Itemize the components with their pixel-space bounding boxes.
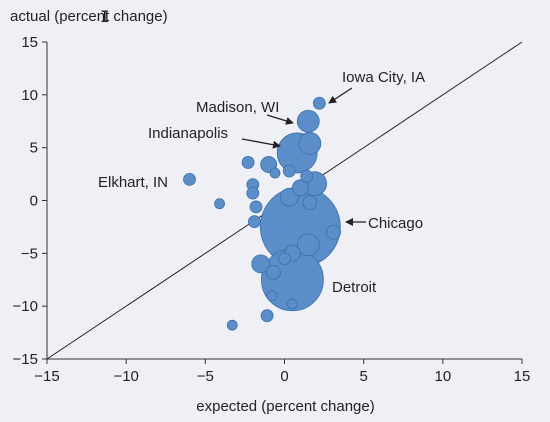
label-chicago: Chicago: [368, 215, 423, 232]
arrow-indianapolis: [241, 138, 281, 149]
data-point: [260, 309, 274, 323]
data-point: [226, 319, 238, 331]
data-point: [246, 186, 260, 200]
label-elkhart-in: Elkhart, IN: [98, 174, 168, 191]
data-point: [266, 264, 281, 280]
label-iowa-city-ia: Iowa City, IA: [342, 69, 425, 86]
y-tick-label: −10: [13, 298, 38, 315]
y-tick-label: 10: [21, 87, 38, 104]
y-tick-label: −5: [21, 245, 38, 262]
data-point: [278, 252, 291, 266]
data-point: [291, 179, 309, 197]
data-point: [298, 132, 322, 155]
data-point: [269, 167, 281, 179]
bubble-elkhart-in: [183, 172, 196, 186]
data-point: [326, 224, 341, 240]
label-madison-wi: Madison, WI: [196, 99, 279, 116]
data-point: [251, 254, 271, 274]
x-axis-title: expected (percent change): [196, 398, 374, 415]
y-tick-label: 5: [30, 140, 38, 157]
arrow-madison-wi: [266, 114, 294, 125]
label-detroit: Detroit: [332, 279, 377, 296]
text-cursor-icon: I: [100, 7, 110, 26]
data-point: [300, 169, 314, 183]
x-tick-label: 0: [280, 368, 288, 385]
x-tick-label: 15: [514, 368, 531, 385]
y-tick-label: −15: [13, 351, 38, 368]
y-tick-label: 0: [30, 193, 38, 210]
data-point: [287, 298, 298, 310]
data-point: [266, 290, 278, 302]
data-point: [248, 215, 261, 229]
bubble-madison-wi: [296, 109, 320, 133]
data-point: [249, 200, 263, 214]
x-tick-label: 5: [359, 368, 367, 385]
data-point: [296, 233, 320, 257]
bubble-iowa-city-ia: [312, 96, 326, 110]
data-point: [241, 156, 255, 169]
x-tick-label: −10: [113, 368, 138, 385]
data-point: [282, 164, 296, 178]
arrow-iowa-city-ia: [328, 87, 353, 104]
x-tick-label: −15: [34, 368, 59, 385]
y-axis-title: actual (percent change): [10, 8, 168, 25]
data-point: [214, 198, 225, 210]
x-tick-label: 10: [434, 368, 451, 385]
y-tick-label: 15: [21, 34, 38, 51]
data-point: [302, 195, 318, 211]
x-tick-label: −5: [197, 368, 214, 385]
label-indianapolis: Indianapolis: [148, 125, 228, 142]
